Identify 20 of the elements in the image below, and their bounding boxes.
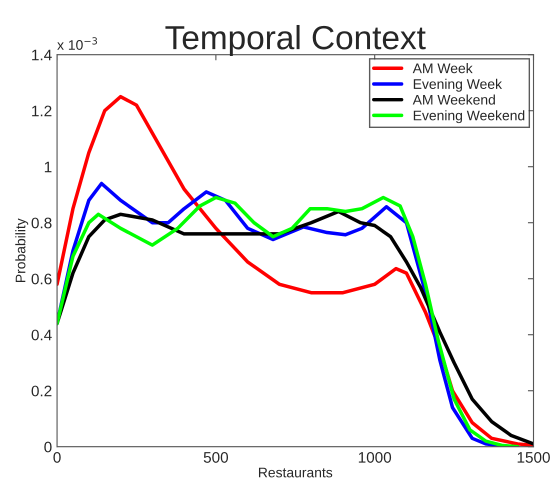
y-tick-label: 1.2: [32, 106, 52, 116]
legend-label: Evening Weekend: [414, 110, 524, 124]
x-tick-label: 1500: [518, 452, 550, 463]
y-tick-label: 0.2: [32, 386, 52, 396]
y-tick-label: 1: [44, 162, 52, 172]
x-axis-title: Restaurants: [258, 468, 332, 478]
y-tick-label: 0.4: [32, 330, 52, 340]
legend-label: AM Weekend: [412, 94, 495, 105]
chart-title: Temporal Context: [165, 24, 426, 56]
legend-label: Evening Week: [414, 78, 502, 92]
y-axis-title: Probability: [15, 218, 28, 282]
legend-label: AM Week: [412, 63, 473, 74]
y-tick-label: 0.6: [32, 274, 52, 284]
x-tick-label: 0: [53, 452, 61, 463]
y-tick-label: 1.4: [32, 50, 52, 60]
y-tick-label: 0: [44, 442, 52, 452]
x-tick-label: 500: [204, 452, 228, 463]
y-tick-label: 0.8: [32, 218, 52, 228]
x-tick-label: 1000: [358, 452, 392, 463]
text: x 10$^{−3}$: [57, 37, 97, 50]
